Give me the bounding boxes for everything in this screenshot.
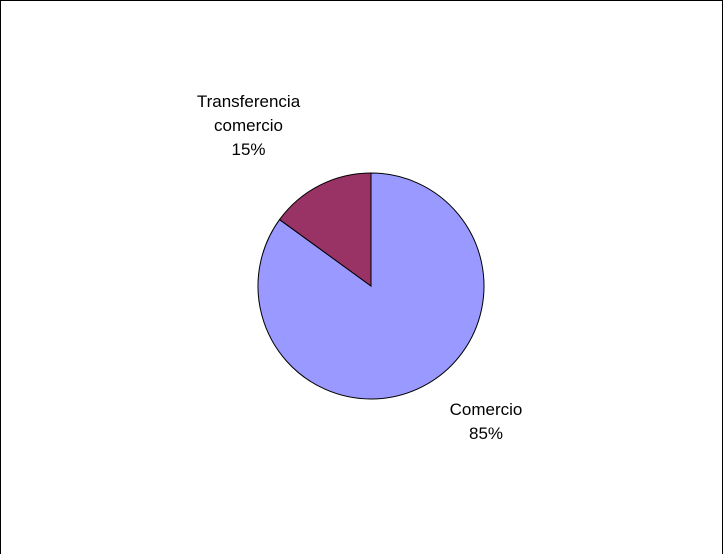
slice-label-transferencia: Transferencia comercio 15% [176,90,321,162]
pie-slice-comercio [257,172,485,400]
slice-name-transferencia-line2: comercio [214,116,283,135]
pie-slice-transferencia-comercio [278,172,372,287]
slice-percent-transferencia: 15% [231,140,266,159]
slice-name-comercio: Comercio [449,400,523,419]
slice-percent-comercio: 85% [468,424,504,443]
pie-slices [257,172,485,400]
slice-label-comercio: Comercio 85% [431,398,541,446]
slice-name-transferencia-line1: Transferencia [196,92,301,111]
